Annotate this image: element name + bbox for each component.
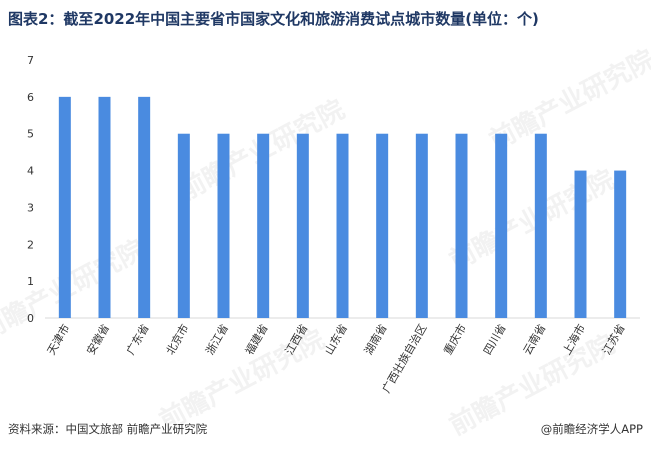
x-tick-label: 四川省 [481, 322, 509, 357]
x-tick-label: 湖南省 [362, 322, 390, 357]
x-tick-label: 浙江省 [203, 322, 231, 357]
bar [574, 170, 587, 318]
bar [217, 133, 230, 318]
y-tick-label: 5 [27, 128, 34, 141]
bar [58, 96, 71, 318]
bar [455, 133, 468, 318]
y-tick-label: 1 [27, 275, 34, 288]
y-tick-label: 7 [27, 54, 34, 67]
x-tick-label: 福建省 [242, 322, 271, 358]
brand-label: @前瞻经济学人APP [540, 422, 643, 436]
y-tick-label: 0 [27, 312, 34, 325]
y-tick-label: 3 [27, 201, 34, 214]
x-tick-label: 上海市 [559, 322, 588, 358]
bar [495, 133, 508, 318]
x-tick-label: 天津市 [44, 322, 73, 358]
x-tick-label: 山东省 [322, 322, 350, 357]
x-tick-label: 江西省 [283, 322, 311, 357]
y-tick-label: 2 [27, 238, 34, 251]
source-note: 资料来源：中国文旅部 前瞻产业研究院 [8, 422, 208, 436]
bar [138, 96, 151, 318]
x-tick-label: 广东省 [124, 322, 152, 357]
bar [614, 170, 627, 318]
y-tick-label: 6 [27, 91, 34, 104]
bar [336, 133, 349, 318]
x-tick-label: 云南省 [521, 322, 549, 357]
bar [257, 133, 270, 318]
bar [534, 133, 547, 318]
y-tick-label: 4 [27, 165, 34, 178]
chart-title: 图表2：截至2022年中国主要省市国家文化和旅游消费试点城市数量(单位：个) [8, 10, 539, 28]
bar [177, 133, 190, 318]
bar [98, 96, 111, 318]
bar [296, 133, 309, 318]
bar [415, 133, 428, 318]
x-tick-label: 重庆市 [440, 322, 469, 358]
x-tick-label: 北京市 [163, 322, 192, 358]
x-tick-label: 安徽省 [83, 322, 112, 358]
bar [376, 133, 389, 318]
x-tick-label: 江苏省 [600, 322, 628, 357]
